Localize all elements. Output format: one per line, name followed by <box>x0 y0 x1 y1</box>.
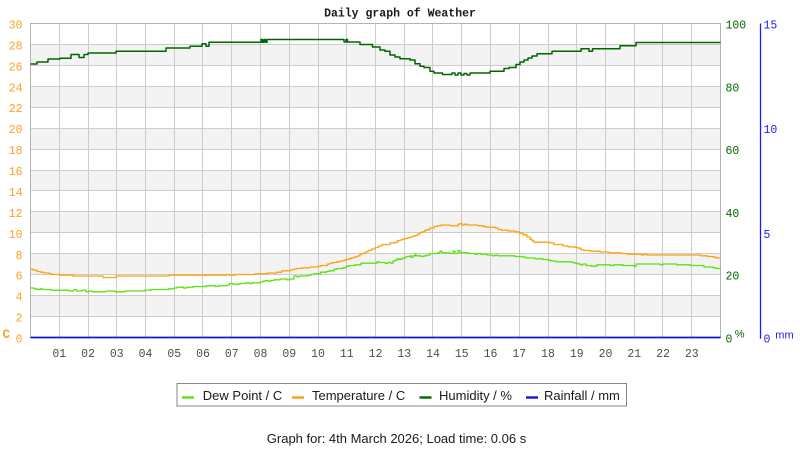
svg-text:11: 11 <box>340 348 354 361</box>
svg-text:14: 14 <box>426 348 440 361</box>
svg-text:18: 18 <box>9 145 23 158</box>
svg-text:10: 10 <box>9 229 23 242</box>
svg-text:14: 14 <box>9 187 23 200</box>
svg-text:16: 16 <box>9 166 23 179</box>
svg-text:80: 80 <box>726 82 740 95</box>
svg-text:Temperature / C: Temperature / C <box>312 388 405 403</box>
svg-text:100: 100 <box>726 20 747 33</box>
svg-text:10: 10 <box>764 124 778 137</box>
svg-text:01: 01 <box>52 348 66 361</box>
svg-text:20: 20 <box>9 124 23 137</box>
svg-text:26: 26 <box>9 61 23 74</box>
svg-text:0: 0 <box>764 334 771 347</box>
svg-text:07: 07 <box>225 348 239 361</box>
svg-text:15: 15 <box>764 20 778 33</box>
svg-text:21: 21 <box>627 348 641 361</box>
svg-text:Graph for: 4th March 2026; Loa: Graph for: 4th March 2026; Load time: 0.… <box>267 431 527 446</box>
svg-text:16: 16 <box>484 348 498 361</box>
svg-text:Rainfall / mm: Rainfall / mm <box>544 388 620 403</box>
svg-text:22: 22 <box>9 103 23 116</box>
svg-text:4: 4 <box>16 292 23 305</box>
svg-text:19: 19 <box>570 348 584 361</box>
svg-text:20: 20 <box>726 271 740 284</box>
svg-text:6: 6 <box>16 271 23 284</box>
svg-text:30: 30 <box>9 20 23 33</box>
svg-text:12: 12 <box>9 208 23 221</box>
svg-text:8: 8 <box>16 250 23 263</box>
svg-text:0: 0 <box>16 334 23 347</box>
svg-text:0: 0 <box>726 334 733 347</box>
svg-text:Dew Point / C: Dew Point / C <box>203 388 282 403</box>
svg-text:03: 03 <box>110 348 124 361</box>
svg-text:12: 12 <box>369 348 383 361</box>
svg-text:28: 28 <box>9 40 23 53</box>
svg-text:40: 40 <box>726 208 740 221</box>
svg-text:5: 5 <box>764 229 771 242</box>
svg-text:%: % <box>735 328 745 340</box>
svg-text:Daily graph of Weather: Daily graph of Weather <box>324 8 476 21</box>
svg-text:60: 60 <box>726 145 740 158</box>
svg-text:Humidity / %: Humidity / % <box>439 388 512 403</box>
svg-text:02: 02 <box>81 348 95 361</box>
svg-text:17: 17 <box>512 348 526 361</box>
svg-text:mm: mm <box>775 330 793 342</box>
svg-text:2: 2 <box>16 313 23 326</box>
svg-text:C: C <box>3 328 11 342</box>
svg-text:18: 18 <box>541 348 555 361</box>
svg-text:24: 24 <box>9 82 23 95</box>
svg-text:06: 06 <box>196 348 210 361</box>
svg-text:09: 09 <box>282 348 296 361</box>
svg-text:15: 15 <box>455 348 469 361</box>
svg-text:22: 22 <box>656 348 670 361</box>
svg-text:05: 05 <box>167 348 181 361</box>
svg-text:08: 08 <box>254 348 268 361</box>
svg-text:20: 20 <box>599 348 613 361</box>
svg-text:04: 04 <box>139 348 153 361</box>
svg-text:10: 10 <box>311 348 325 361</box>
svg-text:13: 13 <box>397 348 411 361</box>
svg-text:23: 23 <box>685 348 699 361</box>
